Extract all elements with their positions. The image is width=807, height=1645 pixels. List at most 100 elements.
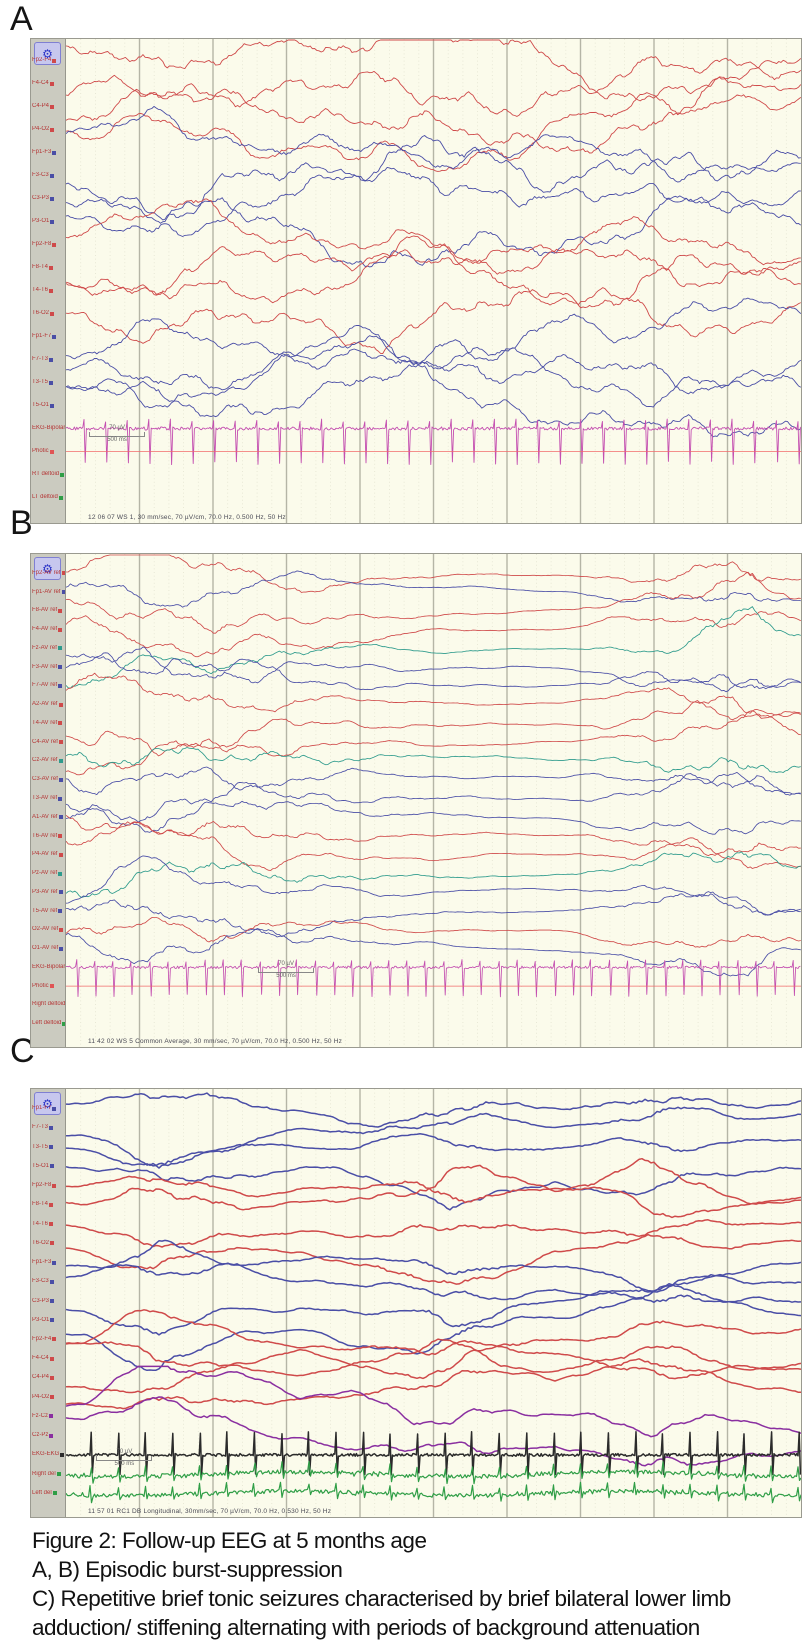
channel-label: P4-O2 bbox=[32, 1394, 55, 1401]
channel-color-marker bbox=[58, 815, 63, 820]
channel-color-marker bbox=[49, 1356, 54, 1361]
eeg-trace bbox=[66, 606, 801, 689]
channel-label-text: O1-AV ref bbox=[32, 945, 59, 952]
eeg-trace bbox=[66, 928, 801, 977]
channel-label-text: T5-O1 bbox=[32, 1162, 50, 1169]
channel-color-marker bbox=[60, 1452, 65, 1457]
grid bbox=[80, 1089, 787, 1517]
channel-label: F3-C3 bbox=[32, 1278, 54, 1285]
channel-label-text: Fp1-F7 bbox=[32, 1105, 52, 1112]
scale-time-label: 500 ms bbox=[114, 1460, 135, 1467]
scale-time-label: 500 ms bbox=[107, 437, 127, 444]
channel-label: P3-AV ref bbox=[32, 889, 63, 896]
eeg-trace bbox=[66, 1175, 801, 1219]
eeg-trace bbox=[66, 710, 801, 776]
channel-label: Fp2-F4 bbox=[32, 57, 57, 64]
channel-label: Fp1-F3 bbox=[32, 1259, 57, 1266]
channel-label: P4-O2 bbox=[32, 126, 55, 133]
eeg-trace bbox=[66, 821, 801, 871]
channel-label: T5-O1 bbox=[32, 402, 55, 409]
channel-color-marker bbox=[49, 984, 54, 989]
channel-label: F8-AV ref bbox=[32, 607, 63, 614]
eeg-panel-a: ⚙ Fp2-F4 F4-C4 C4-P4 P4-O2 Fp1-F3 F3-C3 C3-P3 P… bbox=[30, 38, 802, 524]
eeg-trace bbox=[66, 39, 801, 102]
channel-label-text: Fp2-F8 bbox=[32, 241, 52, 247]
channel-color-marker bbox=[52, 1491, 57, 1496]
channel-label-text: EKG-Bipolar bbox=[32, 425, 65, 431]
channel-color-marker bbox=[49, 173, 54, 178]
channel-label: Right deltoid bbox=[32, 1001, 65, 1008]
eeg-trace bbox=[66, 335, 801, 395]
channel-color-marker bbox=[60, 472, 65, 477]
channel-label-text: T3-AV ref bbox=[32, 795, 58, 801]
channel-gutter: ⚙ Fp2-F4 F4-C4 C4-P4 P4-O2 Fp1-F3 F3-C3 C3-P3 P… bbox=[31, 39, 66, 523]
channel-label: F4-AV ref bbox=[32, 626, 63, 633]
channel-label: F3-AV ref bbox=[32, 664, 63, 671]
channel-color-marker bbox=[59, 946, 64, 951]
eeg-trace bbox=[66, 1396, 801, 1467]
ekg-trace bbox=[66, 418, 801, 466]
eeg-trace bbox=[66, 1219, 801, 1248]
eeg-trace bbox=[66, 339, 801, 409]
channel-label: T3-T5 bbox=[32, 379, 54, 386]
channel-label: Left deltoid bbox=[32, 1020, 65, 1027]
channel-label-text: Cz-AV ref bbox=[32, 757, 58, 764]
eeg-trace bbox=[66, 1106, 801, 1169]
channel-label: Fp1-F3 bbox=[32, 149, 57, 156]
channel-color-marker bbox=[58, 721, 63, 726]
eeg-panel-b: ⚙ Fp2-AV ref Fp1-AV ref F8-AV ref F4-AV ref… bbox=[30, 553, 802, 1048]
ekg-trace bbox=[66, 1430, 801, 1477]
channel-color-marker bbox=[49, 357, 54, 362]
channel-label: Fp2-F8 bbox=[32, 1182, 57, 1189]
channel-gutter: ⚙ Fp1-F7 F7-T3 T3-T5 T5-O1 Fp2-F8 F8-T4 T4-T6 T… bbox=[31, 1089, 66, 1517]
channel-label-text: F8-T4 bbox=[32, 264, 49, 270]
channel-color-marker bbox=[50, 127, 55, 132]
channel-label-text: C4-P4 bbox=[32, 103, 50, 109]
caption-line-3: C) Repetitive brief tonic seizures chara… bbox=[32, 1586, 731, 1611]
eeg-trace bbox=[66, 773, 801, 823]
gear-icon[interactable]: ⚙ bbox=[34, 557, 61, 580]
channel-label: C4-P4 bbox=[32, 1374, 55, 1381]
eeg-trace bbox=[66, 76, 801, 154]
channel-color-marker bbox=[49, 1222, 54, 1227]
channel-label-text: P4-O2 bbox=[32, 126, 50, 132]
channel-label: Pz-AV ref bbox=[32, 870, 63, 877]
channel-color-marker bbox=[58, 702, 63, 707]
scale-amp-label: 70 µV bbox=[116, 1448, 133, 1455]
channel-label: A1-AV ref bbox=[32, 814, 63, 821]
channel-label: EKG-Bipolar bbox=[32, 964, 65, 971]
caption-line-1: Figure 2: Follow-up EEG at 5 months age bbox=[32, 1528, 427, 1553]
eeg-trace bbox=[66, 1358, 801, 1410]
channel-color-marker bbox=[58, 740, 63, 745]
eeg-trace bbox=[66, 166, 801, 237]
channel-label: EKG-EKG bbox=[32, 1451, 65, 1458]
channel-color-marker bbox=[61, 571, 65, 576]
eeg-trace bbox=[66, 1282, 801, 1372]
gear-icon-glyph: ⚙ bbox=[42, 1096, 53, 1111]
channel-label: Fz-AV ref bbox=[32, 645, 62, 652]
eeg-trace-canvas bbox=[66, 554, 801, 1047]
channel-label-text: Photic bbox=[32, 982, 49, 989]
eeg-trace bbox=[66, 105, 801, 183]
channel-label-text: T6-AV ref bbox=[32, 832, 58, 839]
status-bar: 12 06 07 WS 1, 30 mm/sec, 70 µV/cm, 70.0… bbox=[88, 514, 286, 521]
eeg-trace bbox=[66, 196, 801, 268]
eeg-trace bbox=[66, 800, 801, 835]
channel-label: C4-P4 bbox=[32, 103, 55, 110]
channel-label-text: F4-C4 bbox=[32, 80, 49, 86]
channel-label-text: F7-T3 bbox=[32, 1124, 49, 1131]
status-bar: 11 57 01 RC1 DB Longitudinal, 30mm/sec, … bbox=[88, 1508, 332, 1515]
eeg-trace bbox=[66, 1157, 801, 1211]
channel-label: RT deltoid bbox=[32, 471, 65, 478]
channel-label-text: RT deltoid bbox=[32, 471, 60, 477]
eeg-trace bbox=[66, 672, 801, 721]
channel-label: A2-AV ref bbox=[32, 701, 63, 708]
channel-color-marker bbox=[49, 1433, 54, 1438]
channel-color-marker bbox=[50, 196, 55, 201]
eeg-trace bbox=[66, 1239, 801, 1304]
channel-color-marker bbox=[49, 288, 54, 293]
channel-color-marker bbox=[62, 1021, 65, 1026]
channel-label: P3-O1 bbox=[32, 218, 55, 225]
channel-label: T6-AV ref bbox=[32, 832, 63, 840]
channel-label: F3-C3 bbox=[32, 172, 54, 179]
